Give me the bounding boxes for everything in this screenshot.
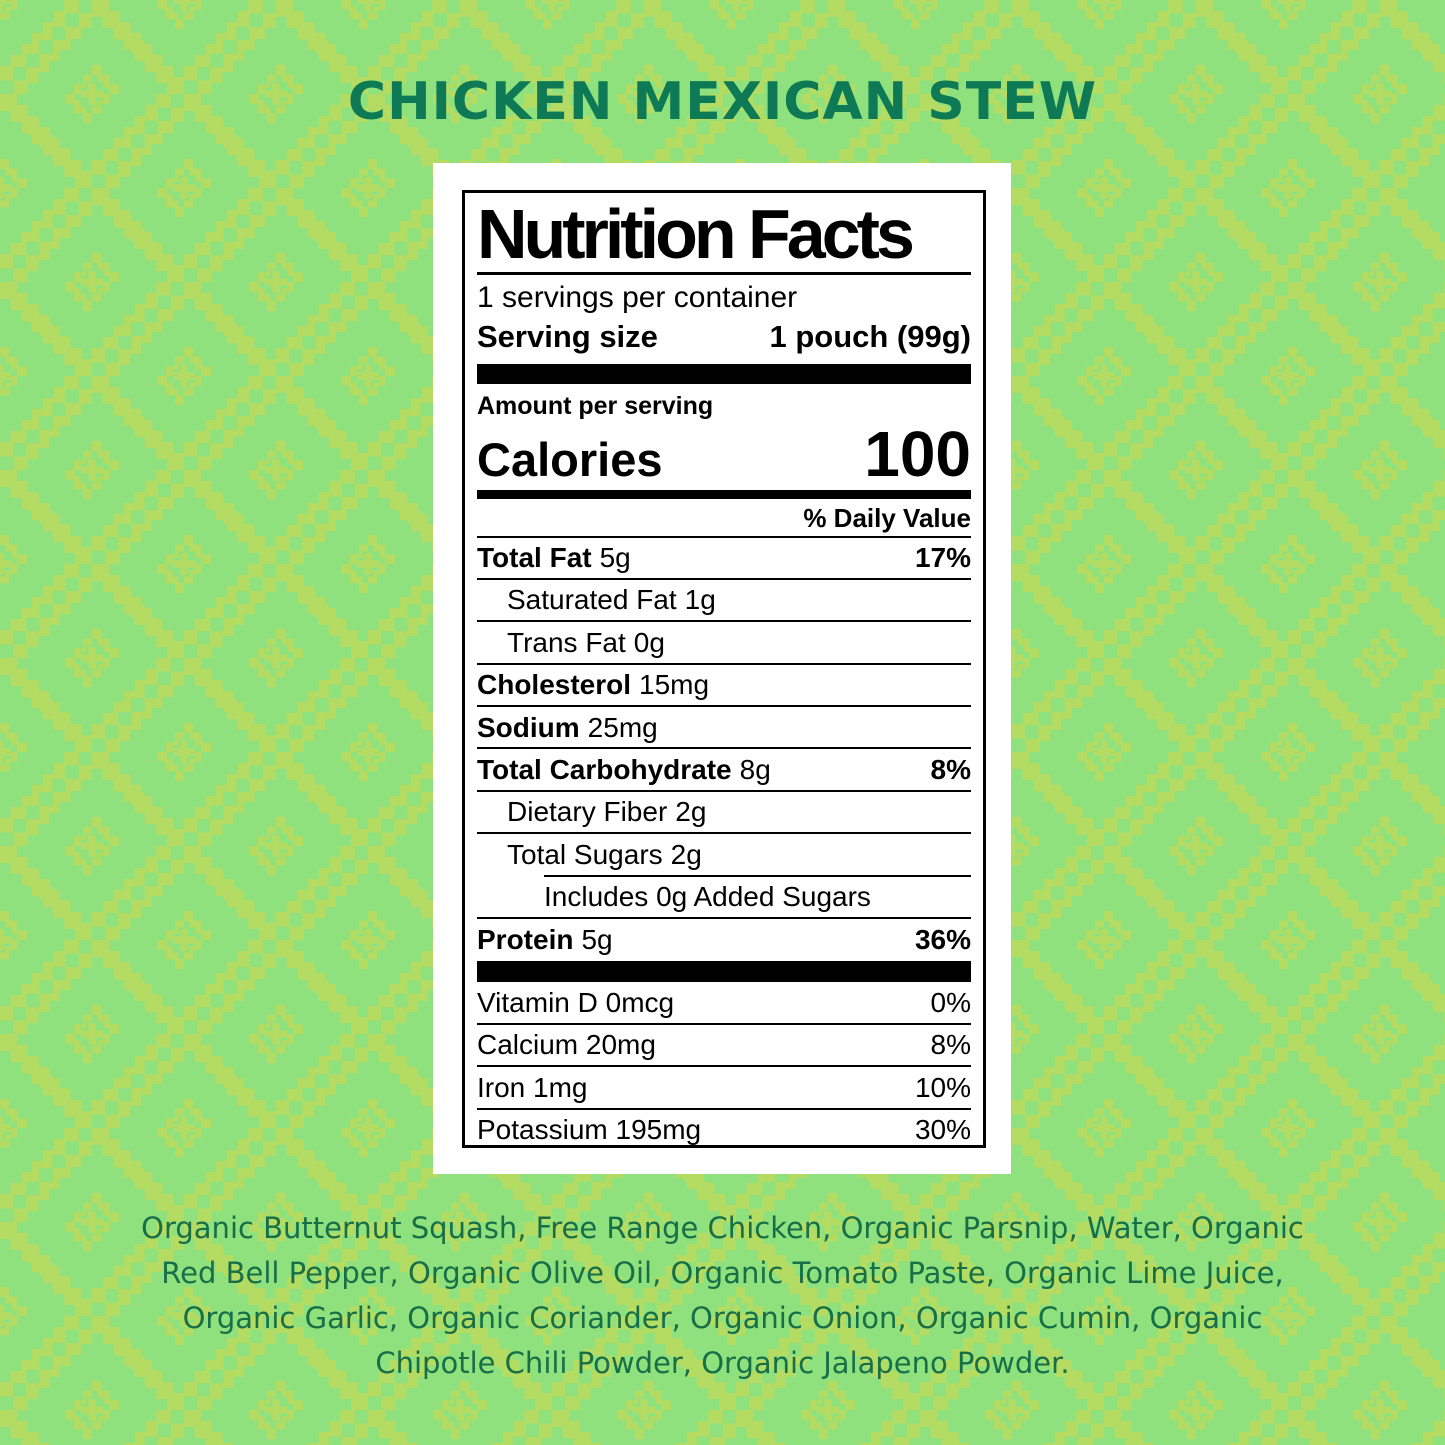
nutrient-name: Total Carbohydrate: [477, 753, 732, 785]
nutrient-name: Includes 0g Added Sugars: [544, 881, 871, 913]
nutrient-row-total-fat: Total Fat 5g 17%: [477, 535, 971, 578]
nutrient-amount: 2g: [670, 838, 702, 870]
nutrition-facts-title: Nutrition Facts: [477, 195, 915, 273]
nutrient-dv: 10%: [914, 1071, 971, 1103]
nutrition-facts-card: Nutrition Facts 1 servings per container…: [433, 163, 1011, 1174]
nutrient-row-trans-fat: Trans Fat 0g: [477, 620, 971, 662]
nutrient-row-dietary-fiber: Dietary Fiber 2g: [477, 789, 971, 832]
nutrient-amount: 8g: [739, 753, 771, 785]
serving-size-label: Serving size: [477, 318, 658, 354]
medium-bar: [477, 489, 971, 499]
nutrient-dv: 0%: [930, 986, 971, 1018]
nutrient-row-protein: Protein 5g 36%: [477, 917, 971, 959]
nutrient-row-added-sugars: Includes 0g Added Sugars: [544, 874, 971, 917]
nutrient-dv: 36%: [914, 923, 971, 955]
nutrient-amount: 1g: [684, 584, 716, 616]
ingredients-line: Chipotle Chili Powder, Organic Jalapeno …: [375, 1346, 1070, 1380]
micro-row-potassium: Potassium 195mg 30%: [477, 1107, 971, 1150]
daily-value-header: % Daily Value: [803, 502, 971, 533]
ingredients-line: Organic Butternut Squash, Free Range Chi…: [141, 1211, 1304, 1245]
thick-bar: [477, 363, 971, 384]
nutrient-name: Calcium 20mg: [477, 1029, 656, 1061]
nutrient-row-total-sugars: Total Sugars 2g: [477, 832, 971, 874]
nutrient-name: Sodium: [477, 711, 580, 743]
nutrient-dv: 8%: [930, 1029, 971, 1061]
nutrient-name: Cholesterol: [477, 669, 632, 701]
nutrient-name: Trans Fat: [507, 626, 626, 658]
ingredients-line: Red Bell Pepper, Organic Olive Oil, Orga…: [161, 1256, 1284, 1290]
calories-row: Calories 100: [477, 422, 971, 486]
nutrition-facts-box: Nutrition Facts 1 servings per container…: [462, 190, 986, 1148]
micro-row-iron: Iron 1mg 10%: [477, 1065, 971, 1107]
nutrient-name: Total Fat: [477, 542, 592, 573]
ingredients-list: Organic Butternut Squash, Free Range Chi…: [0, 1206, 1445, 1386]
nutrient-name: Iron 1mg: [477, 1071, 588, 1103]
nutrient-amount: 0g: [633, 626, 665, 658]
nutrient-amount: 5g: [581, 923, 613, 955]
nutrient-amount: 15mg: [639, 669, 710, 701]
nutrient-name: Protein: [477, 923, 574, 955]
thick-bar: [477, 961, 971, 983]
calories-value: 100: [864, 417, 971, 490]
amount-per-serving-label: Amount per serving: [477, 391, 714, 420]
serving-size-row: Serving size 1 pouch (99g): [477, 317, 971, 356]
nutrient-row-total-carbohydrate: Total Carbohydrate 8g 8%: [477, 747, 971, 789]
nutrient-dv: 8%: [930, 753, 971, 785]
nutrient-dv: 17%: [914, 542, 971, 573]
nutrient-amount: 5g: [599, 542, 631, 573]
nutrient-amount: 2g: [675, 796, 707, 828]
ingredients-line: Organic Garlic, Organic Coriander, Organ…: [182, 1301, 1263, 1335]
micro-row-calcium: Calcium 20mg 8%: [477, 1022, 971, 1065]
nutrient-row-sodium: Sodium 25mg: [477, 705, 971, 747]
divider: [477, 271, 971, 275]
nutrient-name: Total Sugars: [507, 838, 663, 870]
nutrient-amount: 25mg: [587, 711, 658, 743]
nutrient-name: Dietary Fiber: [507, 796, 668, 828]
nutrient-row-cholesterol: Cholesterol 15mg: [477, 662, 971, 705]
product-title: CHICKEN MEXICAN STEW: [347, 72, 1098, 132]
calories-label: Calories: [477, 432, 663, 486]
servings-per-container: 1 servings per container: [477, 280, 798, 314]
nutrient-dv: 30%: [914, 1114, 971, 1146]
micro-row-vitamin-d: Vitamin D 0mcg 0%: [477, 982, 971, 1022]
serving-size-value: 1 pouch (99g): [769, 318, 971, 354]
nutrient-name: Potassium 195mg: [477, 1114, 702, 1146]
nutrient-row-saturated-fat: Saturated Fat 1g: [477, 577, 971, 620]
nutrient-name: Vitamin D 0mcg: [477, 986, 675, 1018]
nutrient-name: Saturated Fat: [507, 584, 677, 616]
